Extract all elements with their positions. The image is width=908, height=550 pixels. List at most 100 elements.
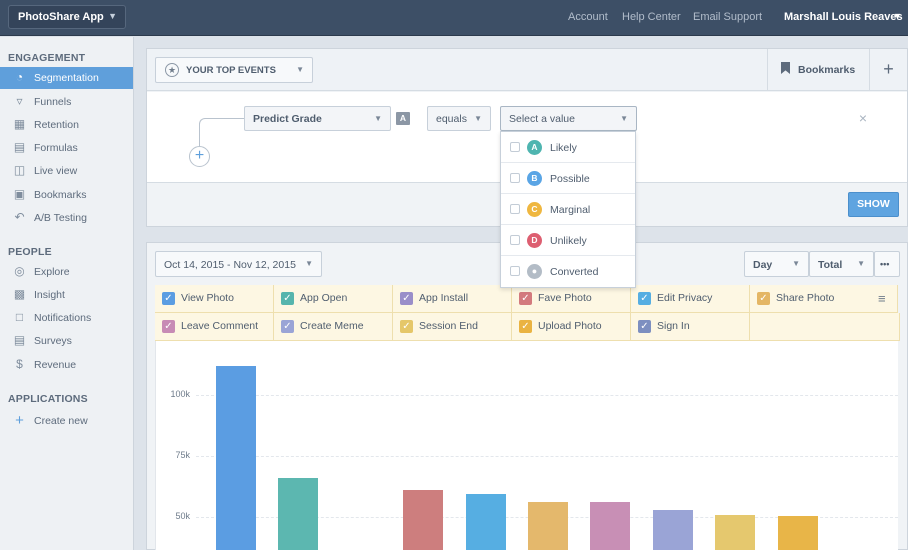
bar-app-open[interactable] bbox=[278, 478, 318, 550]
aggregate-dropdown[interactable]: Total ▼ bbox=[809, 251, 874, 277]
event-label: Share Photo bbox=[776, 292, 835, 304]
user-menu[interactable]: Marshall Louis Reaves bbox=[784, 11, 903, 23]
operator-dropdown[interactable]: equals ▼ bbox=[427, 106, 491, 131]
event-toggle[interactable]: ✓ Create Meme bbox=[274, 313, 393, 341]
show-button[interactable]: SHOW bbox=[848, 192, 899, 217]
event-label: Session End bbox=[419, 320, 478, 332]
value-options-list: A Likely B Possible C Marginal D Unlikel… bbox=[500, 131, 636, 288]
event-toggle[interactable]: ✓ View Photo bbox=[155, 285, 274, 313]
option-checkbox[interactable] bbox=[510, 235, 520, 245]
option-label: Marginal bbox=[550, 204, 591, 216]
event-toggle[interactable]: ✓ Edit Privacy bbox=[631, 285, 750, 313]
bar-leave-comment[interactable] bbox=[590, 502, 630, 550]
check-icon[interactable]: ✓ bbox=[400, 320, 413, 333]
chevron-down-icon[interactable]: ▼ bbox=[893, 11, 902, 21]
sidebar-item-revenue[interactable]: $ Revenue bbox=[0, 354, 133, 376]
sidebar-item-formulas[interactable]: ▤ Formulas bbox=[0, 137, 133, 159]
option-label: Unlikely bbox=[550, 235, 587, 247]
value-dropdown[interactable]: Select a value ▼ bbox=[500, 106, 637, 131]
check-icon[interactable]: ✓ bbox=[281, 320, 294, 333]
more-options-button[interactable]: ••• bbox=[874, 251, 900, 277]
option-possible[interactable]: B Possible bbox=[501, 163, 635, 194]
check-icon[interactable]: ✓ bbox=[519, 292, 532, 305]
add-filter-button[interactable]: + bbox=[189, 146, 210, 167]
explore-icon: ◎ bbox=[14, 264, 25, 278]
remove-filter-button[interactable]: × bbox=[855, 110, 871, 126]
type-badge: A bbox=[396, 112, 410, 125]
event-toggle[interactable]: ✓ Sign In bbox=[631, 313, 750, 341]
event-toggle[interactable]: ✓ App Install bbox=[393, 285, 512, 313]
sidebar-item-label: Surveys bbox=[34, 335, 72, 347]
sidebar-item-explore[interactable]: ◎ Explore bbox=[0, 261, 133, 283]
event-toggle[interactable]: ✓ Share Photo bbox=[750, 285, 876, 313]
bar-upload-photo[interactable] bbox=[778, 516, 818, 550]
sidebar-item-bookmarks[interactable]: ▣ Bookmarks bbox=[0, 184, 133, 206]
sidebar-item-retention[interactable]: ▦ Retention bbox=[0, 114, 133, 136]
date-range-picker[interactable]: Oct 14, 2015 - Nov 12, 2015 ▼ bbox=[155, 251, 322, 277]
option-checkbox[interactable] bbox=[510, 142, 520, 152]
check-icon[interactable]: ✓ bbox=[757, 292, 770, 305]
event-label: Edit Privacy bbox=[657, 292, 713, 304]
option-checkbox[interactable] bbox=[510, 204, 520, 214]
retention-grid-icon: ▦ bbox=[13, 117, 26, 131]
query-toolbar: ★ YOUR TOP EVENTS ▼ Bookmarks + bbox=[147, 49, 907, 91]
y-tick-label: 50k bbox=[175, 511, 190, 521]
sidebar-item-live-view[interactable]: ◫ Live view bbox=[0, 160, 133, 182]
bar-create-meme[interactable] bbox=[653, 510, 693, 550]
check-icon[interactable]: ✓ bbox=[519, 320, 532, 333]
bookmark-icon bbox=[781, 62, 790, 74]
bar-fave-photo[interactable] bbox=[403, 490, 443, 550]
option-badge: D bbox=[527, 233, 542, 248]
applications-heading: APPLICATIONS bbox=[8, 393, 88, 405]
event-toggle[interactable]: ✓ App Open bbox=[274, 285, 393, 313]
plus-icon: + bbox=[883, 59, 894, 79]
sidebar-item-notifications[interactable]: □ Notifications bbox=[0, 307, 133, 329]
sidebar-item-label: Explore bbox=[34, 266, 70, 278]
legend-settings-button[interactable]: ≡ bbox=[872, 285, 898, 313]
option-converted[interactable]: ● Converted bbox=[501, 256, 635, 287]
sidebar-item-funnels[interactable]: ▿ Funnels bbox=[0, 91, 133, 113]
top-events-dropdown[interactable]: ★ YOUR TOP EVENTS ▼ bbox=[155, 57, 313, 83]
interval-dropdown[interactable]: Day ▼ bbox=[744, 251, 809, 277]
bar-session-end[interactable] bbox=[715, 515, 755, 550]
close-icon: × bbox=[858, 110, 868, 126]
sidebar-item-surveys[interactable]: ▤ Surveys bbox=[0, 330, 133, 352]
revenue-icon: $ bbox=[16, 357, 23, 371]
sidebar-item-insight[interactable]: ▩ Insight bbox=[0, 284, 133, 306]
bar-edit-privacy[interactable] bbox=[466, 494, 506, 550]
event-toggle[interactable]: ✓ Fave Photo bbox=[512, 285, 631, 313]
app-selector[interactable]: PhotoShare App ▼ bbox=[8, 5, 126, 29]
check-icon[interactable]: ✓ bbox=[638, 320, 651, 333]
option-likely[interactable]: A Likely bbox=[501, 132, 635, 163]
option-marginal[interactable]: C Marginal bbox=[501, 194, 635, 225]
app-name: PhotoShare App bbox=[18, 11, 104, 23]
option-checkbox[interactable] bbox=[510, 173, 520, 183]
check-icon[interactable]: ✓ bbox=[162, 292, 175, 305]
sidebar-item-ab-testing[interactable]: ↶ A/B Testing bbox=[0, 207, 133, 229]
email-support-link[interactable]: Email Support bbox=[693, 11, 763, 23]
bar-share-photo[interactable] bbox=[528, 502, 568, 550]
check-icon[interactable]: ✓ bbox=[400, 292, 413, 305]
event-toggle[interactable]: ✓ Session End bbox=[393, 313, 512, 341]
check-icon[interactable]: ✓ bbox=[162, 320, 175, 333]
check-icon[interactable]: ✓ bbox=[281, 292, 294, 305]
add-button[interactable]: + bbox=[870, 49, 907, 91]
property-dropdown[interactable]: Predict Grade ▼ bbox=[244, 106, 391, 131]
sidebar: ENGAGEMENT ◔ Segmentation ▿ Funnels ▦ Re… bbox=[0, 37, 134, 550]
create-new-app-button[interactable]: + Create new bbox=[0, 410, 133, 432]
sidebar-item-segmentation[interactable]: ◔ Segmentation bbox=[0, 67, 133, 89]
account-link[interactable]: Account bbox=[568, 11, 608, 23]
help-center-link[interactable]: Help Center bbox=[622, 11, 681, 23]
sidebar-item-label: Insight bbox=[34, 289, 65, 301]
star-icon: ★ bbox=[165, 63, 179, 77]
check-icon[interactable]: ✓ bbox=[638, 292, 651, 305]
event-toggle[interactable]: ✓ Upload Photo bbox=[512, 313, 631, 341]
surveys-icon: ▤ bbox=[13, 333, 26, 347]
people-heading: PEOPLE bbox=[8, 246, 52, 258]
value-placeholder: Select a value bbox=[509, 113, 575, 125]
option-unlikely[interactable]: D Unlikely bbox=[501, 225, 635, 256]
event-toggle[interactable]: ✓ Leave Comment bbox=[155, 313, 274, 341]
bar-view-photo[interactable] bbox=[216, 366, 256, 550]
bookmarks-button[interactable]: Bookmarks bbox=[767, 49, 867, 91]
option-checkbox[interactable] bbox=[510, 266, 520, 276]
